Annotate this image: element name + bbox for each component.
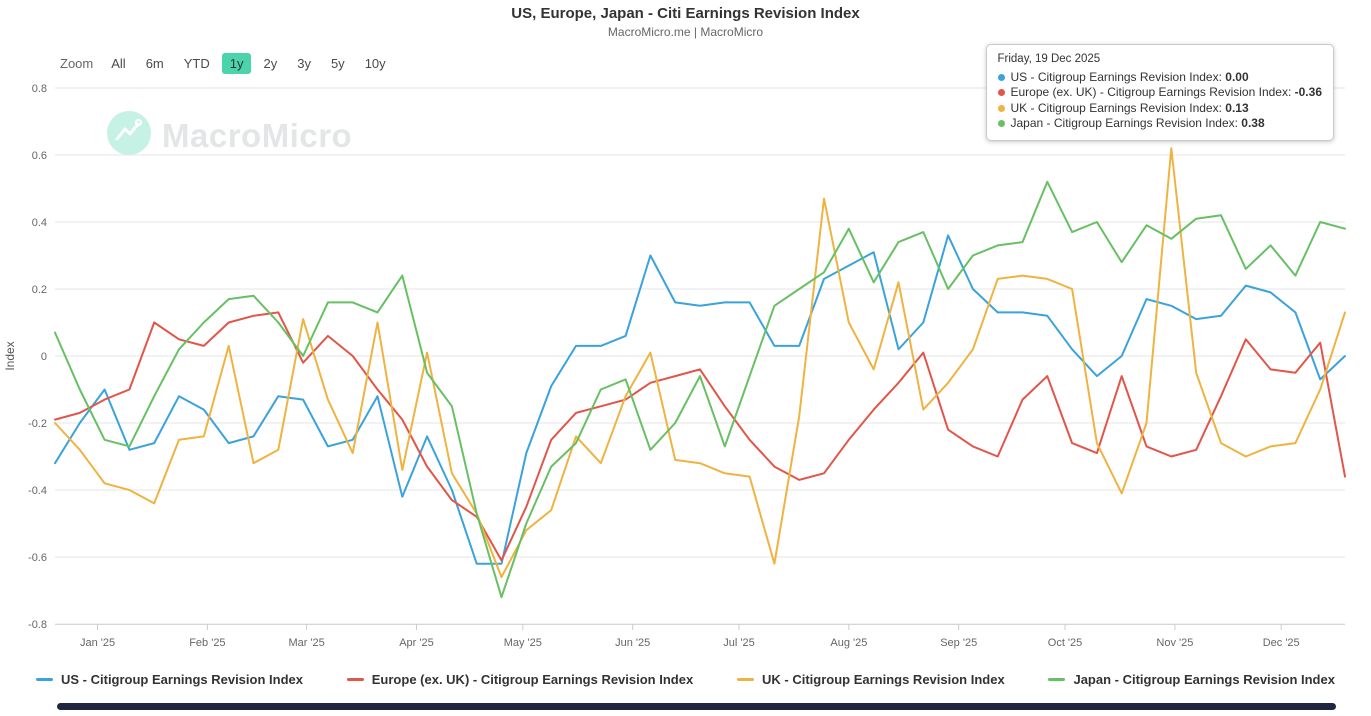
y-axis-tick-label: 0.4 [32,217,47,229]
range-button-10y[interactable]: 10y [364,56,386,71]
y-axis-tick-label: 0.8 [32,83,47,95]
range-button-6m[interactable]: 6m [145,56,164,71]
range-button-5y[interactable]: 5y [330,56,345,71]
x-axis-tick-label: Oct '25 [1048,637,1083,649]
range-button-ytd[interactable]: YTD [183,56,210,71]
tooltip-item-value: 0.13 [1225,100,1249,115]
legend-item[interactable]: UK - Citigroup Earnings Revision Index [736,672,1005,687]
legend-item-label: US - Citigroup Earnings Revision Index [61,672,303,687]
y-axis-tick-label: -0.2 [28,418,47,430]
tooltip-item: UK - Citigroup Earnings Revision Index: … [997,100,1323,117]
tooltip-item-value: 0.38 [1241,116,1265,130]
tooltip-item: Europe (ex. UK) - Citigroup Earnings Rev… [997,85,1322,101]
tooltip-item: Japan - Citigroup Earnings Revision Inde… [997,116,1323,132]
series-dot-icon [997,104,1005,112]
legend-item[interactable]: US - Citigroup Earnings Revision Index [36,672,303,687]
series-line-0 [54,234,1346,565]
range-button-2y[interactable]: 2y [263,56,278,71]
tooltip-item-label: Europe (ex. UK) - Citigroup Earnings Rev… [1010,85,1295,99]
chart-tooltip: Friday, 19 Dec 2025 US - Citigroup Earni… [985,44,1334,141]
x-axis-tick-label: May '25 [504,637,542,649]
x-axis-tick-label: Nov '25 [1156,637,1193,649]
legend: US - Citigroup Earnings Revision Index Eu… [0,672,1371,687]
legend-swatch-icon [36,678,53,681]
legend-item-label: UK - Citigroup Earnings Revision Index [761,672,1005,687]
range-button-1y[interactable]: 1y [221,53,252,74]
tooltip-item-label: US - Citigroup Earnings Revision Index: [1010,69,1226,84]
y-axis-tick-label: -0.8 [28,619,47,631]
legend-swatch-icon [346,678,364,681]
y-axis-title: Index [3,341,17,370]
y-axis-tick-label: 0.6 [32,150,47,162]
x-axis-tick-label: Jun '25 [615,637,650,649]
watermark: MacroMicro [106,110,352,161]
x-axis-tick-label: Sep '25 [940,637,977,649]
legend-item[interactable]: Europe (ex. UK) - Citigroup Earnings Rev… [346,672,694,687]
macromicro-logo-icon [106,110,152,161]
series-dot-icon [997,89,1005,96]
legend-swatch-icon [1048,678,1066,681]
tooltip-item: US - Citigroup Earnings Revision Index: … [997,69,1323,86]
x-axis-tick-label: Mar '25 [288,637,324,649]
range-button-all[interactable]: All [111,56,126,71]
tooltip-item-value: -0.36 [1294,85,1322,99]
range-button-3y[interactable]: 3y [297,56,311,71]
bottom-scrollbar[interactable] [57,703,1336,710]
legend-swatch-icon [736,678,754,681]
x-axis-tick-label: Apr '25 [399,637,434,649]
legend-item-label: Japan - Citigroup Earnings Revision Inde… [1073,672,1335,687]
legend-item-label: Europe (ex. UK) - Citigroup Earnings Rev… [371,672,694,687]
series-dot-icon [997,120,1005,127]
y-axis-tick-label: -0.4 [28,485,47,497]
x-axis-tick-label: Jan '25 [80,637,115,649]
range-buttons: All 6m YTD 1y 2y 3y 5y 10y [103,53,393,74]
tooltip-item-label: UK - Citigroup Earnings Revision Index: [1010,100,1226,115]
y-axis-tick-label: 0 [41,351,47,363]
zoom-label: Zoom [60,56,94,71]
tooltip-date: Friday, 19 Dec 2025 [997,53,1101,65]
series-line-2 [54,147,1346,579]
range-selector: Zoom All 6m YTD 1y 2y 3y 5y 10y [60,53,394,74]
tooltip-item-value: 0.00 [1225,69,1249,84]
y-axis-tick-label: 0.2 [32,284,47,296]
tooltip-item-label: Japan - Citigroup Earnings Revision Inde… [1010,116,1242,130]
x-axis-tick-label: Jul '25 [723,637,754,649]
chart-subtitle: MacroMicro.me | MacroMicro [607,25,764,39]
series-line-3 [54,180,1346,599]
x-axis-tick-label: Aug '25 [830,637,867,649]
y-axis-tick-label: -0.6 [28,552,47,564]
x-axis-tick-label: Feb '25 [189,637,225,649]
legend-item[interactable]: Japan - Citigroup Earnings Revision Inde… [1048,672,1335,687]
x-axis-tick-label: Dec '25 [1263,637,1300,649]
watermark-text: MacroMicro [162,116,353,154]
tooltip-items: US - Citigroup Earnings Revision Index: … [997,69,1323,132]
series-dot-icon [997,73,1005,81]
page-title: US, Europe, Japan - Citi Earnings Revisi… [511,5,860,22]
